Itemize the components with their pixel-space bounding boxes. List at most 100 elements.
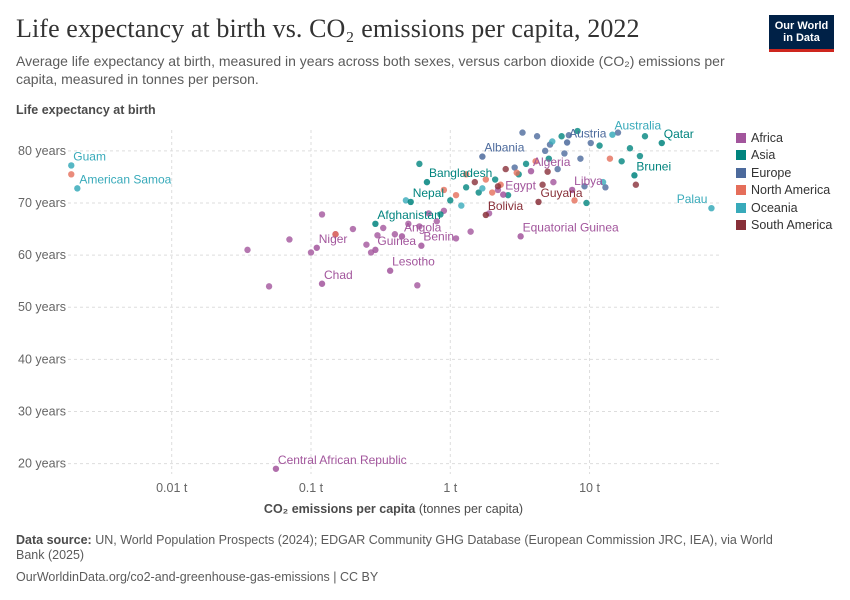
data-point-american-samoa — [74, 185, 81, 192]
legend-swatch — [736, 132, 746, 143]
y-tick-label: 70 years — [18, 196, 66, 210]
data-point-bangladesh — [423, 178, 431, 186]
source-text: UN, World Population Prospects (2024); E… — [16, 533, 773, 562]
point-label: Guyana — [541, 186, 583, 200]
data-point-equatorial-guinea — [517, 233, 524, 240]
data-point — [416, 160, 423, 168]
data-point — [519, 129, 526, 136]
point-label: Guinea — [377, 234, 416, 248]
data-point — [475, 189, 482, 196]
data-point-libya — [568, 186, 576, 194]
y-tick-label: 30 years — [18, 404, 66, 418]
legend-swatch — [736, 185, 746, 196]
data-point — [452, 191, 460, 199]
data-point — [318, 211, 326, 218]
data-point-palau — [708, 204, 715, 212]
point-label: Albania — [484, 141, 524, 155]
data-point — [332, 231, 339, 238]
legend-item[interactable]: South America — [736, 217, 832, 235]
point-label: Qatar — [664, 127, 694, 141]
data-point — [558, 133, 565, 140]
legend-swatch — [736, 220, 746, 231]
legend-item[interactable]: Europe — [736, 164, 832, 182]
data-point — [577, 155, 584, 162]
legend-swatch — [736, 167, 746, 178]
data-point — [599, 178, 607, 186]
legend-swatch — [736, 150, 746, 161]
y-tick-label: 50 years — [18, 300, 66, 314]
point-label: Austria — [569, 127, 607, 141]
x-axis-title-bold: CO₂ emissions per capita — [264, 502, 419, 516]
data-point — [447, 197, 454, 204]
data-point — [539, 181, 546, 188]
point-label: Palau — [677, 192, 708, 206]
legend-label: Asia — [751, 148, 776, 163]
legend-item[interactable]: Oceania — [736, 199, 832, 217]
legend-item[interactable]: North America — [736, 182, 832, 200]
x-tick-label: 1 t — [443, 481, 457, 495]
chart-subtitle: Average life expectancy at birth, measur… — [16, 53, 725, 87]
footer-url[interactable]: OurWorldinData.org/co2-and-greenhouse-ga… — [16, 570, 379, 584]
data-point-guinea — [372, 246, 379, 254]
y-tick-label: 60 years — [18, 248, 66, 262]
owid-logo[interactable]: Our World in Data — [769, 15, 834, 52]
data-point — [554, 165, 561, 173]
data-point-chad — [318, 280, 326, 287]
data-point-algeria — [527, 167, 535, 175]
data-point-egypt — [500, 191, 507, 198]
data-point-niger — [313, 244, 320, 251]
x-axis-title: CO₂ emissions per capita (tonnes per cap… — [264, 502, 523, 516]
chart-title: Life expectancy at birth vs. CO₂ emissio… — [16, 14, 640, 43]
data-point — [571, 197, 578, 204]
data-point-austria — [563, 139, 571, 146]
data-point-nepal — [407, 198, 414, 206]
data-point — [502, 165, 509, 173]
data-point — [471, 178, 479, 186]
point-label: Niger — [319, 232, 348, 246]
data-point-guyana — [535, 198, 542, 206]
y-axis-title: Life expectancy at birth — [16, 103, 156, 117]
data-point — [462, 184, 470, 191]
point-label: Algeria — [533, 155, 571, 169]
data-point — [286, 236, 293, 243]
data-point — [489, 189, 496, 196]
data-point — [549, 138, 556, 145]
point-label: Equatorial Guinea — [523, 220, 619, 234]
data-point — [541, 147, 549, 155]
y-tick-label: 80 years — [18, 144, 66, 158]
data-point-guam — [68, 162, 75, 169]
legend-item[interactable]: Asia — [736, 147, 832, 165]
x-tick-label: 0.01 t — [156, 481, 188, 495]
point-label: Bolivia — [488, 199, 524, 213]
data-point — [458, 202, 465, 209]
data-point — [265, 283, 273, 290]
data-point — [618, 158, 625, 165]
legend-item[interactable]: Africa — [736, 129, 832, 147]
data-point — [641, 133, 649, 140]
point-label: Guam — [73, 149, 106, 163]
footer-source: Data source: UN, World Population Prospe… — [16, 533, 796, 563]
data-point — [504, 191, 512, 199]
data-point — [462, 171, 470, 178]
data-point — [482, 176, 490, 183]
data-point — [513, 169, 520, 176]
data-point — [632, 181, 640, 188]
data-point-bolivia — [482, 211, 490, 219]
data-point — [561, 150, 568, 157]
data-point — [636, 152, 644, 160]
point-label: Angola — [404, 220, 442, 234]
point-label: Egypt — [505, 179, 536, 193]
point-label: Bangladesh — [429, 166, 492, 180]
x-tick-label: 10 t — [579, 481, 600, 495]
data-point-afghanistan — [372, 220, 379, 228]
legend-label: Africa — [751, 130, 783, 145]
point-label: Benin — [423, 230, 454, 244]
data-point-benin — [418, 242, 425, 249]
logo-line-2: in Data — [783, 32, 820, 44]
data-point-brunei — [631, 172, 638, 179]
data-point — [391, 231, 399, 238]
legend: Africa Asia Europe North America Oceania Sout… — [736, 129, 832, 234]
data-point — [533, 133, 541, 140]
data-point — [479, 185, 486, 192]
